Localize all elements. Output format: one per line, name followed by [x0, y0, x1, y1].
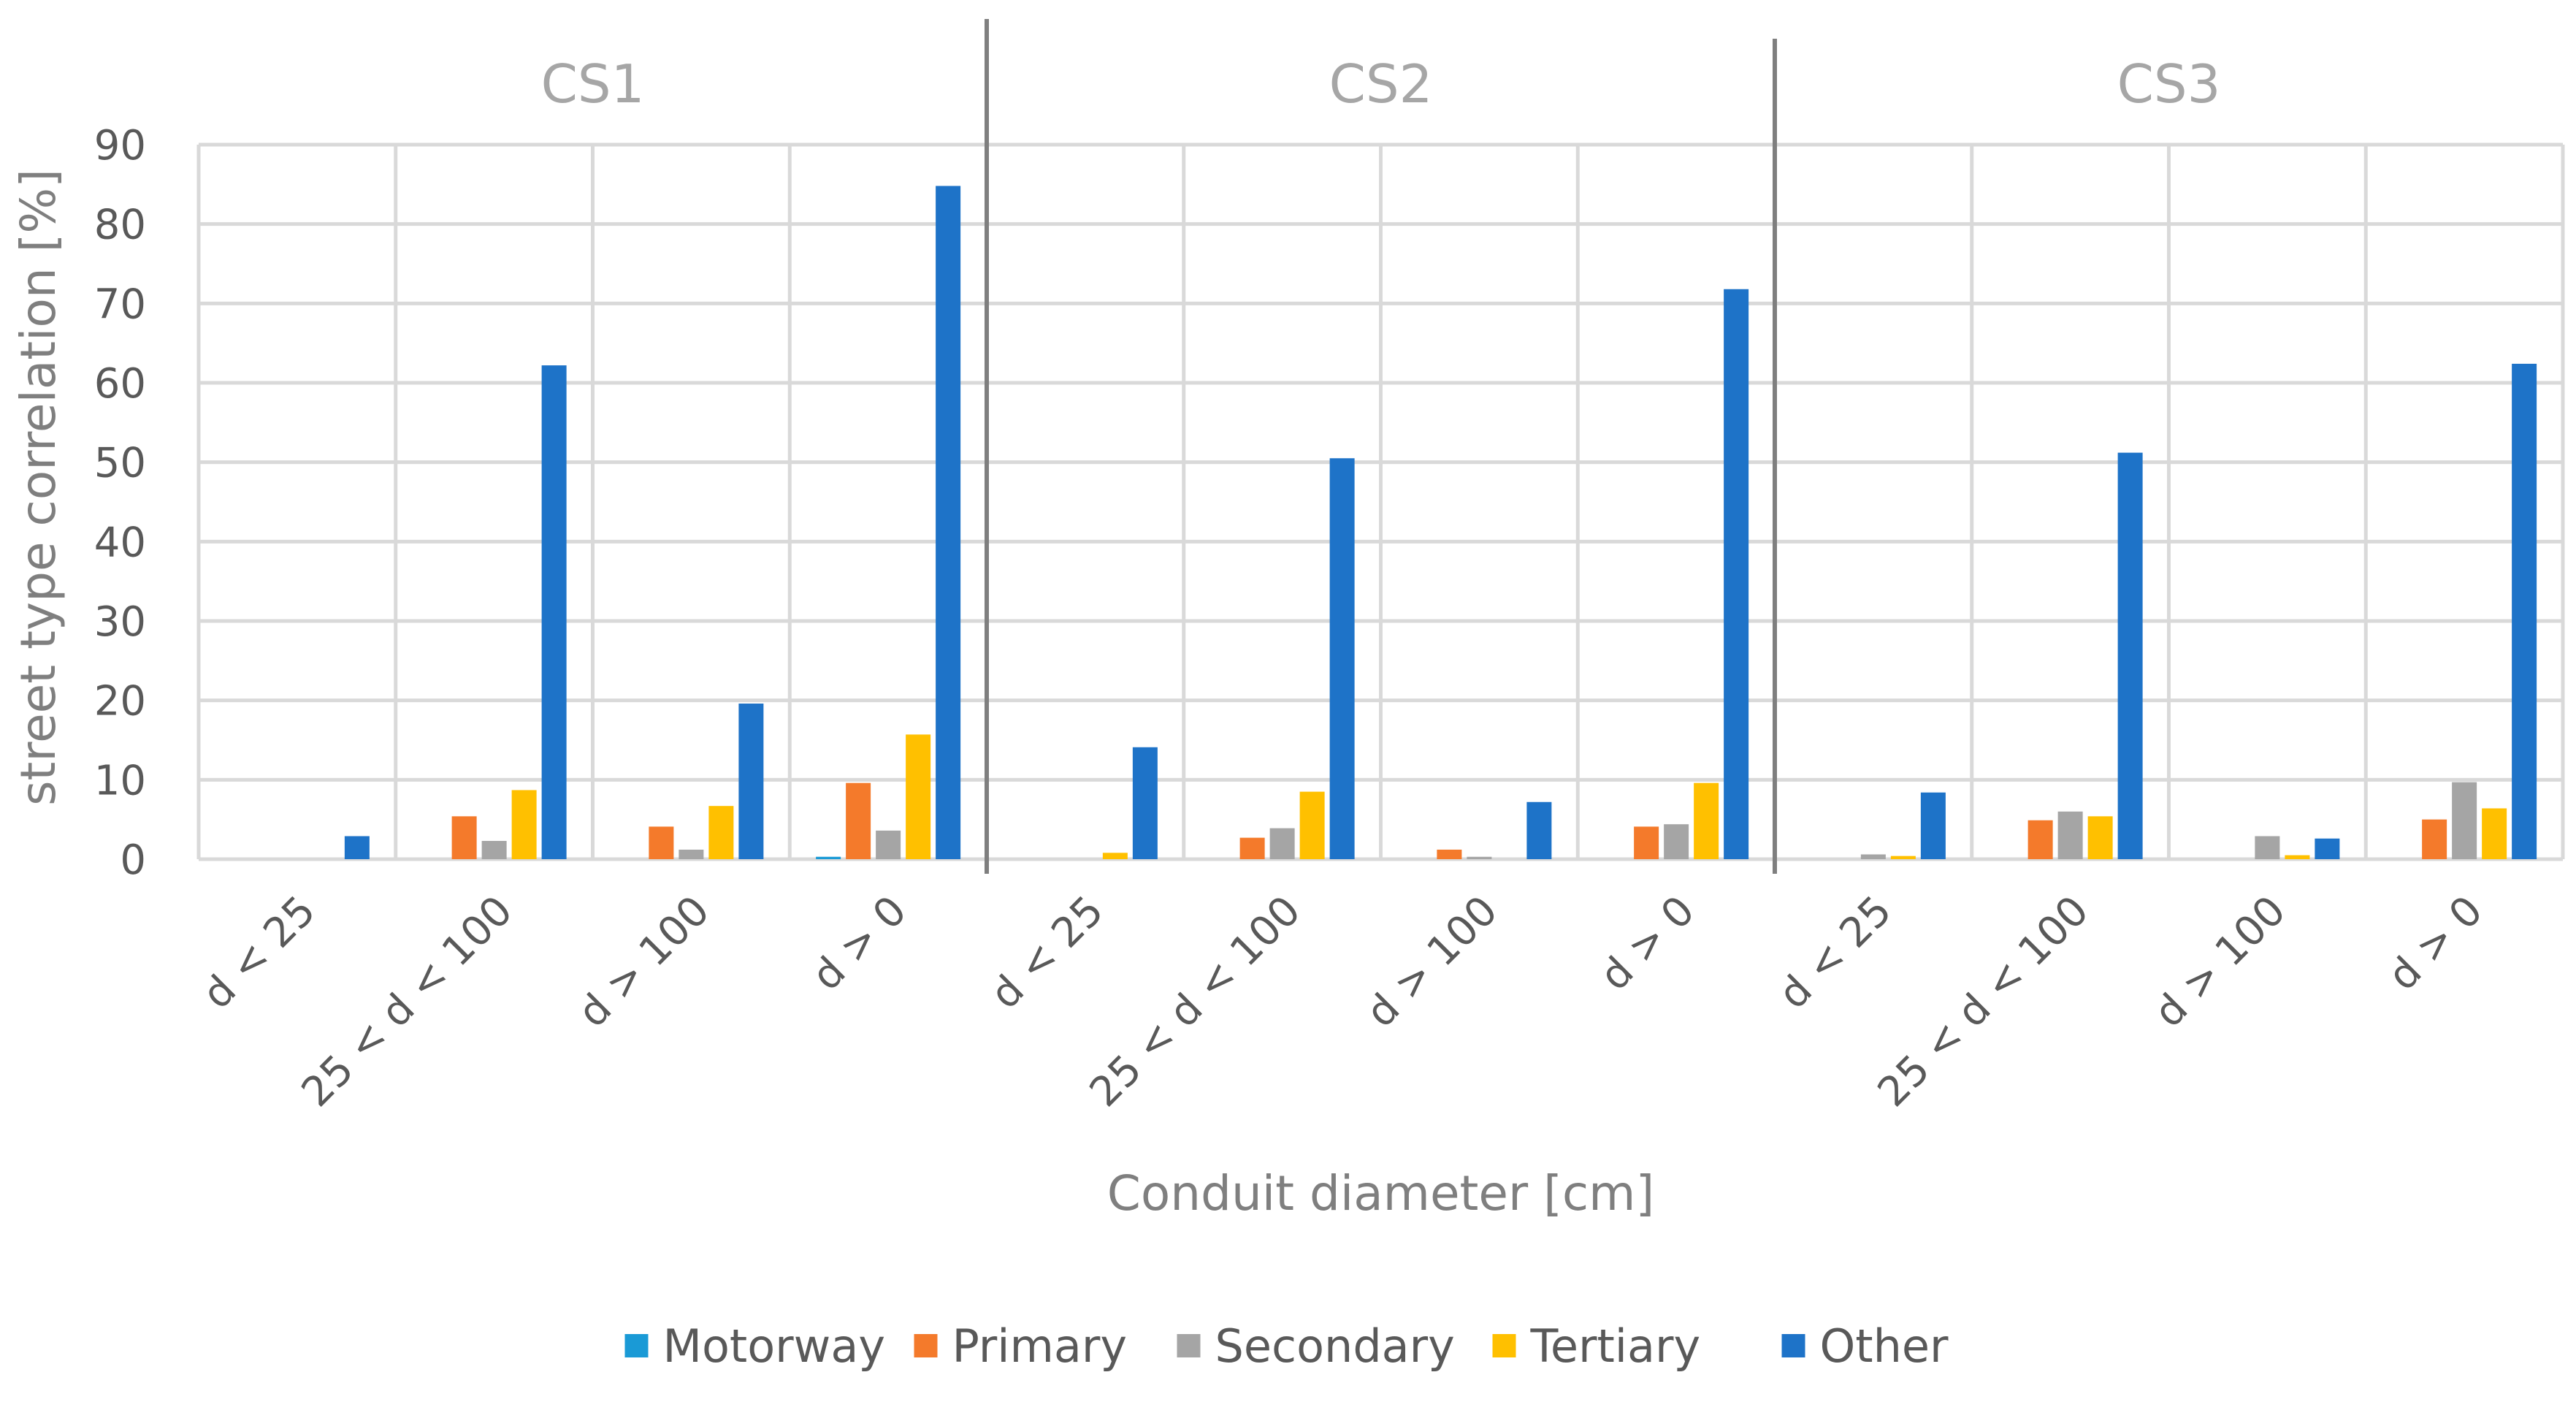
bar-primary — [1634, 826, 1659, 859]
bar-other — [2315, 838, 2340, 859]
legend-label: Motorway — [663, 1319, 886, 1373]
bar-tertiary — [511, 790, 537, 859]
legend-swatch — [1781, 1334, 1805, 1357]
bar-tertiary — [906, 734, 931, 859]
y-axis-title: street type correlation [%] — [10, 169, 66, 806]
x-tick-label: d < 25 — [1770, 887, 1901, 1018]
grid — [196, 142, 2565, 861]
bar-other — [1724, 289, 1749, 860]
group-label: CS2 — [1329, 53, 1433, 115]
bar-primary — [451, 816, 477, 859]
y-tick-label: 60 — [94, 360, 146, 408]
x-tick-label: d > 0 — [1591, 887, 1704, 1000]
y-tick-label: 50 — [94, 440, 146, 487]
bar-secondary — [1269, 828, 1295, 859]
group-labels: CS1 CS2 CS3 — [541, 53, 2221, 115]
legend-swatch — [624, 1334, 649, 1357]
y-tick-label: 90 — [94, 122, 146, 169]
legend-label: Tertiary — [1530, 1319, 1701, 1373]
y-tick-label: 70 — [94, 281, 146, 328]
bar-secondary — [2057, 811, 2083, 859]
bar-other — [2117, 452, 2143, 859]
x-tick-label: 25 < d < 100 — [1869, 887, 2098, 1116]
bar-tertiary — [2285, 855, 2310, 859]
bar-tertiary — [2087, 816, 2113, 859]
legend-swatch — [1492, 1334, 1516, 1357]
bar-primary — [846, 782, 871, 859]
group-dividers — [985, 19, 1777, 874]
bar-secondary — [1664, 824, 1689, 859]
x-tick-label: 25 < d < 100 — [293, 887, 522, 1116]
y-tick-label: 80 — [94, 202, 146, 249]
bar-secondary — [481, 841, 507, 859]
bar-primary — [1437, 849, 1462, 859]
legend-label: Primary — [952, 1319, 1128, 1373]
x-tick-label: d > 100 — [2145, 887, 2295, 1037]
y-tick-label: 0 — [120, 837, 146, 884]
bar-other — [2512, 363, 2537, 859]
legend-swatch — [1177, 1334, 1201, 1357]
bar-secondary — [1860, 854, 1886, 859]
bar-motorway — [816, 856, 841, 859]
bar-secondary — [2255, 836, 2280, 859]
x-tick-label: d > 0 — [2379, 887, 2492, 1000]
y-tick-label: 30 — [94, 598, 146, 646]
x-tick-label: d > 100 — [1357, 887, 1507, 1037]
bar-secondary — [679, 849, 704, 859]
y-tick-label: 20 — [94, 678, 146, 725]
group-label: CS3 — [2117, 53, 2221, 115]
x-tick-label: 25 < d < 100 — [1081, 887, 1310, 1116]
bar-other — [541, 365, 567, 859]
y-tick-label: 10 — [94, 757, 146, 804]
bar-secondary — [876, 830, 901, 859]
y-axis-ticks: 0 10 20 30 40 50 60 70 80 90 — [94, 122, 146, 884]
bar-other — [1329, 458, 1355, 859]
bar-tertiary — [708, 806, 734, 859]
legend-label: Secondary — [1215, 1319, 1455, 1373]
bar-other — [738, 704, 764, 859]
bar-tertiary — [1890, 856, 1916, 859]
x-tick-label: d > 0 — [803, 887, 916, 1000]
bar-primary — [2422, 819, 2447, 859]
x-axis-title: Conduit diameter [cm] — [1107, 1165, 1654, 1222]
bar-tertiary — [2482, 808, 2507, 859]
bar-tertiary — [1299, 791, 1325, 859]
bar-other — [344, 836, 370, 859]
bar-other — [936, 186, 961, 860]
bar-secondary — [2452, 782, 2477, 859]
legend-swatch — [914, 1334, 938, 1357]
group-label: CS1 — [541, 53, 645, 115]
bar-secondary — [1467, 856, 1492, 859]
bar-primary — [1239, 837, 1265, 859]
x-tick-label: d < 25 — [194, 887, 325, 1018]
bar-primary — [649, 826, 674, 859]
bar-other — [1526, 801, 1552, 859]
bar-tertiary — [1102, 853, 1128, 859]
legend: Motorway Primary Secondary Tertiary Other — [624, 1319, 1949, 1373]
x-tick-label: d < 25 — [982, 887, 1113, 1018]
legend-label: Other — [1820, 1319, 1949, 1373]
y-tick-label: 40 — [94, 519, 146, 566]
bars — [344, 186, 2537, 860]
x-tick-label: d > 100 — [569, 887, 719, 1037]
bar-primary — [2027, 820, 2053, 859]
bar-tertiary — [1694, 782, 1719, 859]
bar-other — [1132, 747, 1158, 859]
bar-other — [1920, 792, 1946, 859]
